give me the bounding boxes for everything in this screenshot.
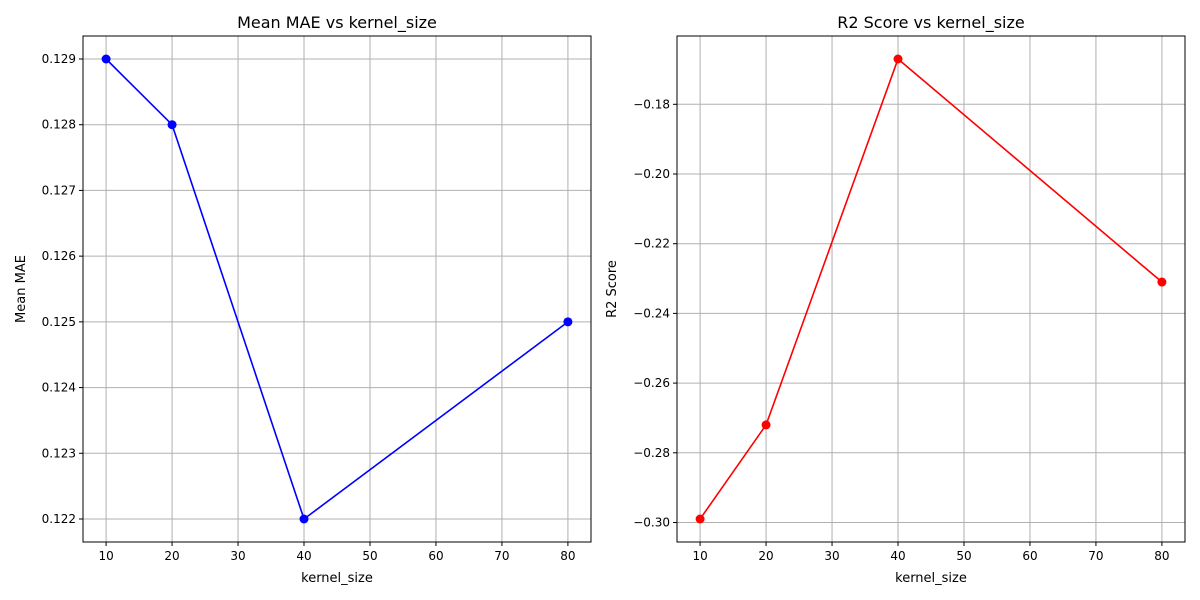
r2-x-tick-label: 60 (1022, 549, 1037, 563)
mae-series-line (105, 58, 569, 521)
r2-x-tick-label: 50 (956, 549, 971, 563)
mae-x-tick-label: 50 (362, 549, 377, 563)
mae-chart-title: Mean MAE vs kernel_size (237, 13, 437, 33)
mae-x-tick-label: 20 (164, 549, 179, 563)
r2-data-point (893, 54, 903, 64)
r2-axes: 10 20 30 40 50 60 70 80 −0.30 −0.28 −0.26 −0.24 −0.2… (633, 35, 1186, 563)
r2-grid (677, 36, 1185, 542)
mae-x-tick-label: 70 (494, 549, 509, 563)
r2-y-tick-label: −0.18 (633, 97, 670, 111)
mae-data-point (299, 514, 309, 524)
r2-y-tick-label: −0.28 (633, 446, 670, 460)
mae-y-tick-label: 0.129 (42, 52, 76, 66)
r2-data-point (1157, 277, 1167, 287)
r2-y-tick-label: −0.24 (633, 306, 670, 320)
mae-y-tick-label: 0.128 (42, 118, 76, 132)
mae-data-point (563, 317, 573, 327)
r2-plot-frame (676, 35, 1186, 543)
mae-x-tick-label: 40 (296, 549, 311, 563)
mae-y-tick-label: 0.127 (42, 183, 76, 197)
r2-x-tick-label: 80 (1154, 549, 1169, 563)
mae-chart-panel: Mean MAE vs kernel_size kernel_size Mean… (14, 13, 592, 586)
mae-axes: 10 20 30 40 50 60 70 80 0.122 0.123 0.124 0.125 0.12… (42, 35, 592, 563)
r2-chart-title: R2 Score vs kernel_size (837, 13, 1024, 33)
mae-x-tick-label: 10 (98, 549, 113, 563)
r2-data (695, 54, 1167, 524)
r2-series-line (699, 57, 1163, 520)
r2-x-tick-label: 40 (890, 549, 905, 563)
r2-chart-panel: R2 Score vs kernel_size kernel_size R2 S… (605, 13, 1186, 586)
r2-y-tick-label: −0.22 (633, 237, 670, 251)
r2-y-tick-label: −0.26 (633, 376, 670, 390)
mae-x-tick-label: 30 (230, 549, 245, 563)
mae-y-tick-label: 0.124 (42, 381, 76, 395)
r2-x-tick-label: 70 (1088, 549, 1103, 563)
r2-y-tick-label: −0.20 (633, 167, 670, 181)
mae-y-tick-label: 0.122 (42, 512, 76, 526)
mae-x-tick-label: 60 (428, 549, 443, 563)
mae-y-tick-label: 0.123 (42, 446, 76, 460)
mae-plot-frame (82, 35, 592, 543)
r2-x-tick-label: 10 (692, 549, 707, 563)
r2-y-tick-label: −0.30 (633, 515, 670, 529)
mae-y-tick-label: 0.126 (42, 249, 76, 263)
mae-y-tick-label: 0.125 (42, 315, 76, 329)
mae-data-point (167, 120, 177, 130)
r2-x-tick-label: 30 (824, 549, 839, 563)
mae-data (101, 54, 573, 524)
mae-y-axis-label: Mean MAE (14, 255, 29, 323)
r2-data-point (761, 420, 771, 430)
r2-data-point (695, 514, 705, 524)
r2-x-tick-label: 20 (758, 549, 773, 563)
mae-x-tick-label: 80 (560, 549, 575, 563)
r2-x-axis-label: kernel_size (895, 571, 967, 586)
mae-x-axis-label: kernel_size (301, 571, 373, 586)
r2-y-axis-label: R2 Score (605, 260, 620, 318)
mae-grid (83, 36, 591, 542)
mae-data-point (101, 54, 111, 64)
